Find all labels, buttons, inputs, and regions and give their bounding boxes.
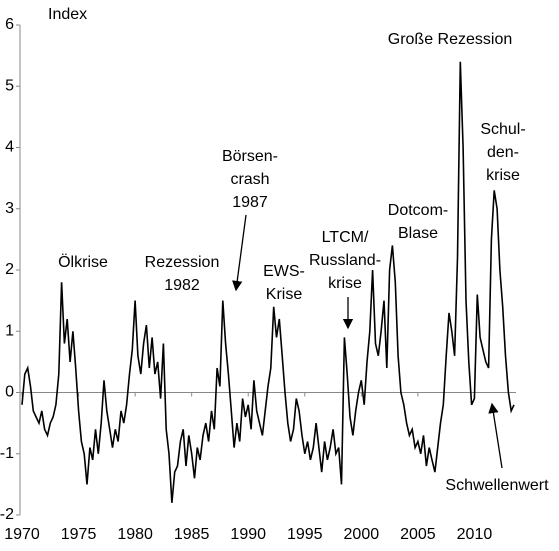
- data-line: [21, 61, 515, 503]
- annotation: den-: [487, 144, 519, 161]
- x-tick-label: 2000: [344, 526, 380, 543]
- annotation: LTCM/: [322, 229, 369, 246]
- x-tick-label: 1975: [61, 526, 97, 543]
- y-tick-label: 1: [5, 322, 14, 339]
- annotation: Schwellenwert: [445, 477, 549, 494]
- x-tick-label: 1990: [230, 526, 266, 543]
- annotation: Schul-: [480, 121, 525, 138]
- x-tick-label: 1985: [174, 526, 210, 543]
- annotation: 1987: [232, 194, 268, 211]
- annotation: 1982: [164, 277, 200, 294]
- y-tick-label: 6: [5, 16, 14, 33]
- annotation-arrow: [488, 402, 503, 469]
- y-tick-label: -2: [0, 506, 14, 523]
- annotation: Börsen-: [222, 148, 278, 165]
- annotation: krise: [328, 275, 362, 292]
- annotation: crash: [230, 171, 269, 188]
- x-tick-label: 1980: [117, 526, 153, 543]
- x-tick-label: 2005: [400, 526, 436, 543]
- annotation: EWS-: [263, 263, 305, 280]
- annotation: Rezession: [145, 254, 220, 271]
- annotation: Ölkrise: [58, 253, 108, 271]
- y-tick-label: -1: [0, 445, 14, 462]
- y-tick-label: 3: [5, 200, 14, 217]
- x-tick-label: 2010: [457, 526, 493, 543]
- y-axis-label: Index: [48, 6, 87, 23]
- annotation-arrow: [232, 214, 247, 292]
- annotation: Russland-: [309, 252, 381, 269]
- y-tick-label: 2: [5, 261, 14, 278]
- annotation: krise: [486, 167, 520, 184]
- y-tick-label: 4: [5, 139, 14, 156]
- x-tick-label: 1995: [287, 526, 323, 543]
- x-tick-label: 1970: [4, 526, 40, 543]
- y-tick-label: 0: [5, 384, 14, 401]
- annotation: Dotcom-: [388, 202, 448, 219]
- annotation: Große Rezession: [388, 31, 513, 48]
- annotation: Krise: [266, 286, 303, 303]
- y-tick-label: 5: [5, 77, 14, 94]
- annotation: Blase: [398, 225, 438, 242]
